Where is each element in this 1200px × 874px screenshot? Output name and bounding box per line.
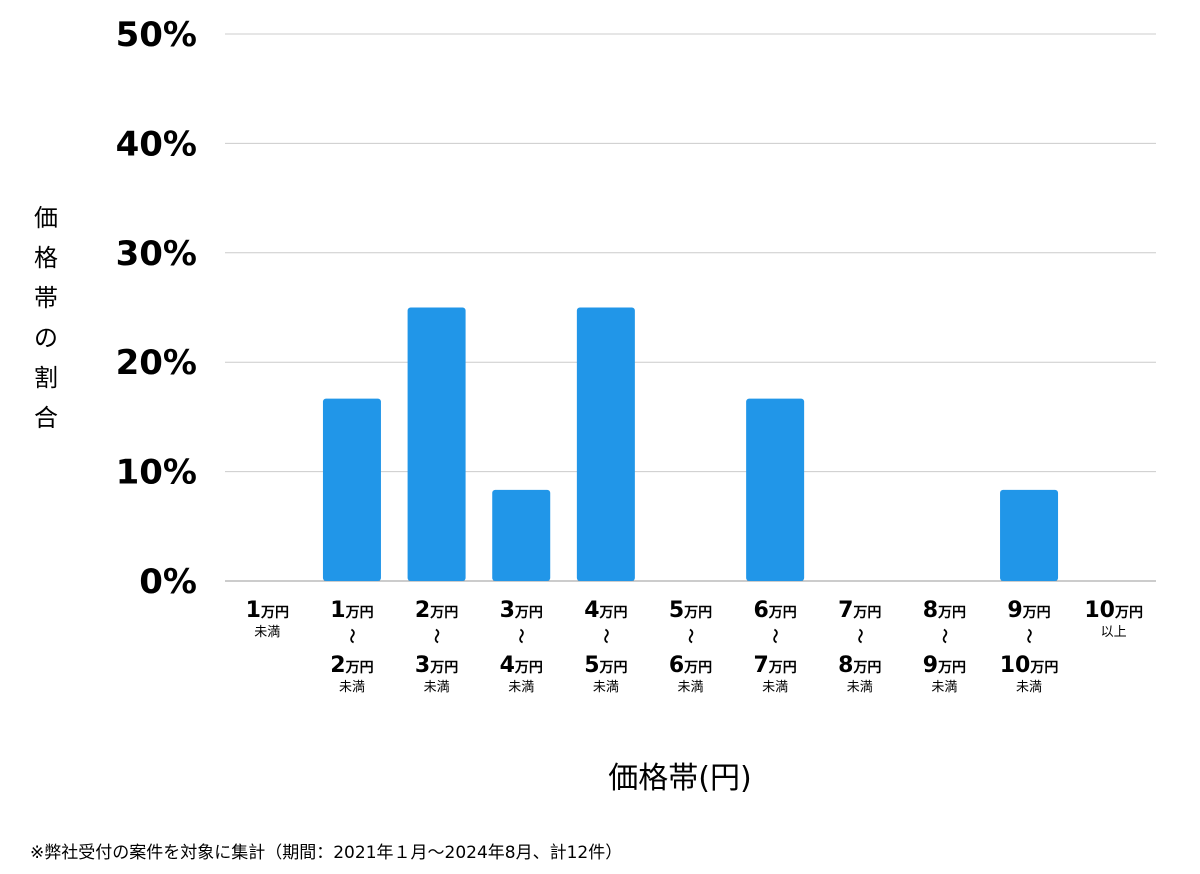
y-axis-ticks: 0% 10% 20% 30% 40% 50% xyxy=(116,15,197,602)
x-tick-range-symbol: 〜 xyxy=(682,628,700,643)
y-axis-label-char: の xyxy=(34,324,58,352)
x-tick-label-to: 7万円 xyxy=(753,653,796,678)
x-tick-label-from: 4万円 xyxy=(584,598,627,623)
x-tick-label-from: 2万円 xyxy=(415,598,458,623)
x-axis-label: 価格帯(円) xyxy=(608,761,751,796)
x-tick-label-from: 5万円 xyxy=(669,598,712,623)
x-tick-label-from: 1万円 xyxy=(330,598,373,623)
x-tick-label-from: 3万円 xyxy=(500,598,543,623)
bar xyxy=(1000,489,1059,581)
bar xyxy=(576,307,635,581)
bar xyxy=(407,307,466,581)
y-axis-label-char: 割 xyxy=(34,364,58,392)
x-tick-range-symbol: 〜 xyxy=(343,628,361,643)
x-tick-label-suffix: 未満 xyxy=(339,680,365,695)
bar xyxy=(492,489,551,581)
x-tick-label-to: 10万円 xyxy=(1000,653,1059,678)
x-tick-range-symbol: 〜 xyxy=(1020,628,1038,643)
x-tick-label-suffix: 未満 xyxy=(424,680,450,695)
x-tick-range-symbol: 〜 xyxy=(428,628,446,643)
x-tick-label-suffix: 未満 xyxy=(931,680,957,695)
x-tick-label-from: 9万円 xyxy=(1007,598,1050,623)
x-tick-label-from: 7万円 xyxy=(838,598,881,623)
x-tick-label-to: 4万円 xyxy=(500,653,543,678)
x-axis-ticks: 1万円未満1万円〜2万円未満2万円〜3万円未満3万円〜4万円未満4万円〜5万円未… xyxy=(246,598,1143,695)
x-tick-label-to: 8万円 xyxy=(838,653,881,678)
x-tick-label-suffix: 未満 xyxy=(677,680,703,695)
x-tick-label-to: 5万円 xyxy=(584,653,627,678)
x-tick-label-to: 3万円 xyxy=(415,653,458,678)
y-tick-label: 10% xyxy=(116,453,197,493)
y-tick-label: 40% xyxy=(116,124,197,164)
x-tick-label-from: 1万円 xyxy=(246,598,289,623)
y-tick-label: 30% xyxy=(116,234,197,274)
y-tick-label: 0% xyxy=(139,562,197,602)
x-tick-label-suffix: 未満 xyxy=(847,680,873,695)
y-axis-label-char: 格 xyxy=(34,244,58,272)
bar xyxy=(746,398,805,581)
x-tick-range-symbol: 〜 xyxy=(766,628,784,643)
x-tick-range-symbol: 〜 xyxy=(935,628,953,643)
y-axis-label-char: 合 xyxy=(34,404,58,432)
bars xyxy=(322,307,1059,581)
x-tick-label-suffix: 以上 xyxy=(1101,625,1127,640)
x-tick-label-suffix: 未満 xyxy=(593,680,619,695)
x-tick-label-suffix: 未満 xyxy=(254,625,280,640)
footnote: ※弊社受付の案件を対象に集計（期間：2021年１月〜2024年8月、計12件） xyxy=(30,843,623,863)
x-tick-range-symbol: 〜 xyxy=(851,628,869,643)
y-axis-label-char: 価 xyxy=(34,204,58,232)
x-tick-label-to: 6万円 xyxy=(669,653,712,678)
y-tick-label: 50% xyxy=(116,15,197,55)
x-tick-range-symbol: 〜 xyxy=(512,628,530,643)
x-tick-label-from: 8万円 xyxy=(923,598,966,623)
x-tick-label-to: 2万円 xyxy=(330,653,373,678)
x-tick-label-suffix: 未満 xyxy=(762,680,788,695)
x-tick-label-suffix: 未満 xyxy=(508,680,534,695)
x-tick-label-from: 10万円 xyxy=(1084,598,1143,623)
y-tick-label: 20% xyxy=(116,343,197,383)
x-tick-label-suffix: 未満 xyxy=(1016,680,1042,695)
y-axis-label-char: 帯 xyxy=(34,284,58,312)
x-tick-label-to: 9万円 xyxy=(923,653,966,678)
bar xyxy=(322,398,381,581)
x-tick-label-from: 6万円 xyxy=(753,598,796,623)
x-tick-range-symbol: 〜 xyxy=(597,628,615,643)
